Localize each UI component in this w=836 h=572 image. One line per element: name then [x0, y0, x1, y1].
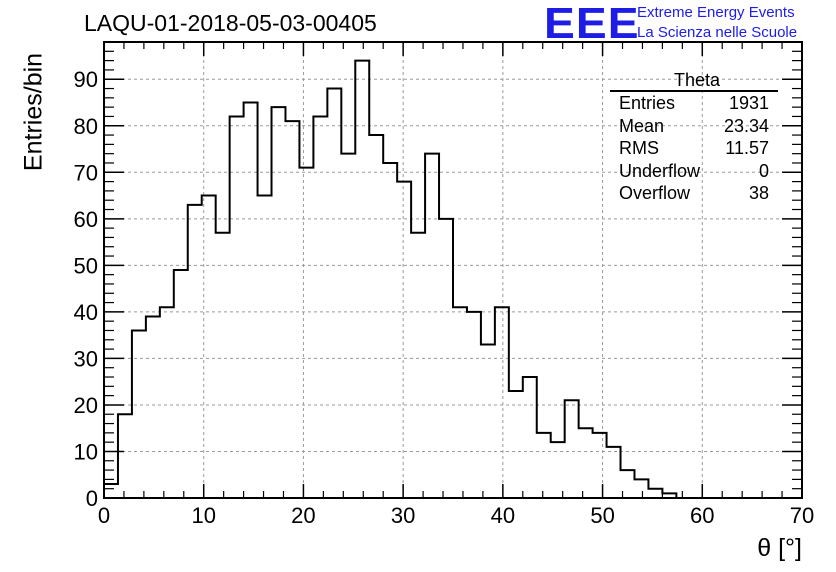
stats-value: 11.57 [725, 138, 769, 158]
stats-box-title: Theta [673, 70, 721, 90]
histogram-bin [439, 219, 453, 498]
x-tick-label: 30 [391, 503, 415, 528]
chart-title: LAQU-01-2018-05-03-00405 [84, 10, 377, 36]
histogram-bin [230, 116, 244, 498]
x-tick-label: 0 [98, 503, 110, 528]
x-tick-labels: 0 10 20 30 40 50 60 70 [98, 503, 814, 528]
stats-row-entries: Entries 1931 [610, 92, 778, 115]
logo-line-2: La Scienza nelle Scuole [637, 24, 798, 41]
histogram-bin [258, 196, 272, 498]
y-tick-label: 50 [74, 253, 98, 278]
stats-label: Overflow [619, 183, 691, 203]
histogram-bin [411, 233, 425, 498]
y-tick-label: 20 [74, 393, 98, 418]
histogram-bin [313, 116, 327, 498]
y-tick-label: 80 [74, 114, 98, 139]
stats-label: Mean [619, 115, 665, 136]
stats-row-mean: Mean 23.34 [610, 115, 778, 138]
stats-value: 1931 [728, 93, 769, 113]
histogram-bin [272, 107, 286, 498]
x-tick-label: 10 [191, 503, 215, 528]
histogram-bin [216, 233, 230, 498]
logo-mark: EEE [544, 0, 640, 48]
histogram-bin [467, 312, 481, 498]
histogram-bin [481, 344, 495, 498]
histogram-bin [565, 400, 579, 498]
histogram-bin [132, 330, 146, 498]
y-tick-label: 90 [74, 67, 98, 92]
x-tick-label: 40 [491, 503, 515, 528]
stats-box-divider [610, 90, 778, 92]
histogram-bin [397, 182, 411, 498]
stats-value: 38 [748, 183, 769, 203]
histogram-bin [104, 484, 118, 498]
y-tick-label: 70 [74, 160, 98, 185]
histogram-bin [299, 168, 313, 498]
histogram-bin [174, 270, 188, 498]
histogram-bin [453, 307, 467, 498]
histogram-bin [327, 89, 341, 498]
histogram-bin [355, 61, 369, 498]
y-tick-label: 30 [74, 346, 98, 371]
y-tick-labels: 0 10 20 30 40 50 60 70 80 90 [74, 67, 98, 511]
histogram-bin [593, 433, 607, 498]
histogram-bin [160, 307, 174, 498]
stats-row-rms: RMS 11.57 [610, 137, 778, 160]
y-tick-label: 0 [86, 486, 98, 511]
histogram-bin [285, 121, 299, 498]
histogram-bin [118, 414, 132, 498]
histogram-bin [648, 489, 662, 498]
histogram-bin [537, 433, 551, 498]
x-tick-label: 20 [291, 503, 315, 528]
stats-label: RMS [619, 138, 659, 158]
y-tick-label: 10 [74, 439, 98, 464]
histogram-bin [202, 196, 216, 498]
y-tick-label: 40 [74, 300, 98, 325]
histogram-bin [244, 102, 258, 498]
plot-frame [103, 41, 803, 499]
axis-ticks [103, 41, 803, 499]
y-axis-label: Entries/bin [19, 52, 48, 172]
stats-value: 23.34 [723, 115, 769, 136]
histogram-bin [634, 479, 648, 498]
x-axis-label: θ [°] [757, 534, 802, 562]
histogram-bin [383, 163, 397, 498]
histogram-bin [509, 391, 523, 498]
logo-line-1: Extreme Energy Events [637, 4, 795, 21]
histogram-bin [425, 154, 439, 498]
histogram-bin [369, 135, 383, 498]
stats-value: 0 [758, 160, 769, 181]
x-tick-label: 70 [790, 503, 814, 528]
stats-row-underflow: Underflow 0 [610, 160, 778, 183]
stats-box: Theta Entries 1931 Mean 23.34 RMS 11.57 … [610, 70, 778, 205]
x-tick-label: 60 [690, 503, 714, 528]
histogram-bin [523, 377, 537, 498]
stats-label: Entries [619, 93, 676, 113]
histogram-outline [103, 59, 802, 499]
histogram-bin [495, 307, 509, 498]
histogram-bin [188, 205, 202, 498]
grid-lines [104, 42, 802, 498]
y-tick-label: 60 [74, 207, 98, 232]
stats-row-overflow: Overflow 38 [610, 182, 778, 205]
histogram-bin [607, 447, 621, 498]
histogram-bin [146, 317, 160, 498]
histogram-bin [551, 442, 565, 498]
x-tick-label: 50 [590, 503, 614, 528]
stats-label: Underflow [619, 160, 701, 181]
histogram-bin [341, 154, 355, 498]
histogram-bin [579, 428, 593, 498]
